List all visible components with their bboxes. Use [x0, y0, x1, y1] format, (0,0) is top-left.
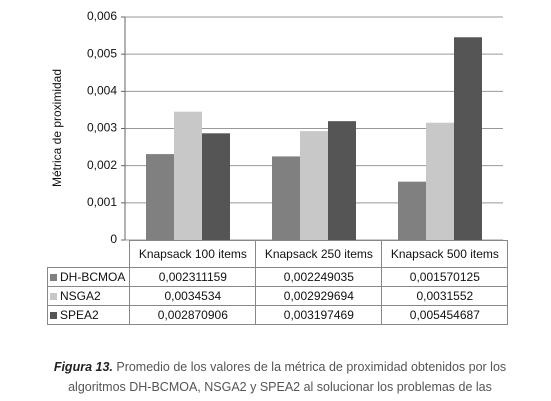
table-row: SPEA2 0,002870906 0,003197469 0,005454687 — [46, 305, 509, 325]
legend-entry: SPEA2 — [46, 305, 131, 325]
x-tick-label: Knapsack 100 items — [129, 240, 257, 268]
caption-text: Promedio de los valores de la métrica de… — [68, 360, 507, 401]
bar — [300, 131, 328, 240]
value-label: 0,002311159 — [129, 267, 257, 287]
y-tick-label: 0 — [110, 232, 117, 246]
x-tick-label: Knapsack 500 items — [381, 240, 509, 268]
legend-swatch — [50, 274, 57, 281]
bar — [272, 156, 300, 240]
legend-label: NSGA2 — [60, 289, 101, 303]
caption: Figura 13. Promedio de los valores de la… — [40, 357, 520, 401]
value-label: 0,002249035 — [255, 267, 383, 287]
legend-swatch — [50, 312, 57, 319]
legend-entry: NSGA2 — [46, 286, 131, 306]
y-tick-label: 0,005 — [87, 46, 117, 60]
legend-label: DH-BCMOA — [60, 270, 126, 284]
caption-label: Figura 13. — [53, 360, 113, 374]
y-axis-label: Métrica de proximidad — [50, 69, 64, 187]
table-row: NSGA2 0,0034534 0,002929694 0,0031552 — [46, 286, 509, 306]
value-label: 0,002929694 — [255, 286, 383, 306]
y-tick-label: 0,003 — [87, 121, 117, 135]
bar — [328, 121, 356, 240]
table-header-row: Knapsack 100 items Knapsack 250 items Knap… — [47, 240, 509, 268]
legend-label: SPEA2 — [60, 308, 99, 322]
value-label: 0,005454687 — [381, 305, 509, 325]
value-label: 0,003197469 — [255, 305, 383, 325]
value-label: 0,001570125 — [381, 267, 509, 287]
table-corner — [47, 240, 131, 268]
table-row: DH-BCMOA 0,002311159 0,002249035 0,00157012… — [46, 267, 509, 287]
bar — [454, 37, 482, 240]
value-label: 0,0034534 — [129, 286, 257, 306]
y-tick-label: 0,004 — [87, 84, 117, 98]
data-table: Knapsack 100 items Knapsack 250 items Knap… — [46, 240, 509, 325]
x-tick-label: Knapsack 250 items — [255, 240, 383, 268]
y-tick-label: 0,001 — [87, 195, 117, 209]
bar — [146, 154, 174, 240]
value-label: 0,0031552 — [381, 286, 509, 306]
y-tick-label: 0,006 — [87, 9, 117, 23]
legend-entry: DH-BCMOA — [46, 267, 131, 287]
legend-swatch — [50, 293, 57, 300]
bar — [174, 111, 202, 240]
bar — [398, 181, 426, 240]
value-label: 0,002870906 — [129, 305, 257, 325]
bar — [426, 122, 454, 240]
bar — [202, 133, 230, 240]
y-tick-label: 0,002 — [87, 158, 117, 172]
